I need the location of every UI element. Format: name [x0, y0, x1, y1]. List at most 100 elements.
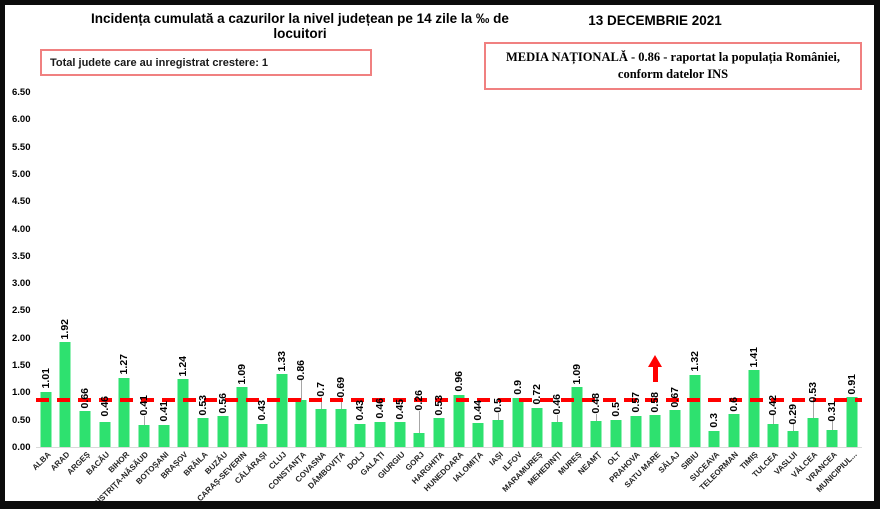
bar-value-label: 0.5	[609, 402, 622, 417]
bar-value-label: 0.46	[550, 394, 563, 415]
national-average-box: MEDIA NAȚIONALĂ - 0.86 - raportat la pop…	[484, 42, 862, 90]
bar	[590, 420, 602, 447]
bar-value-label: 0.53	[806, 381, 819, 403]
bar	[728, 414, 740, 447]
growth-total-box: Total judete care au inregistrat crester…	[40, 49, 372, 76]
bar-group: 0.46 GALAȚI	[359, 93, 390, 477]
bar-value-label: 0.41	[137, 395, 150, 416]
bar-value-label: 0.44	[472, 399, 485, 420]
bar-value-label: 0.69	[334, 376, 347, 398]
bar-value-label: 0.56	[216, 392, 229, 414]
y-tick-label: 4.50	[12, 196, 31, 208]
bar-value-label: 0.86	[295, 359, 308, 381]
bar-value-label: 1.09	[236, 364, 249, 385]
y-tick-label: 6.00	[12, 114, 31, 126]
bar	[335, 409, 347, 447]
bar-value-label: 0.3	[708, 413, 721, 428]
bar	[630, 415, 642, 447]
bar-group: 0.43 CĂLĂRAȘI	[233, 93, 272, 486]
bar	[118, 377, 130, 447]
y-tick-label: 3.50	[12, 250, 31, 262]
bar-value-label: 1.92	[59, 318, 72, 340]
bar-group: 0.42 TULCEA	[751, 93, 784, 480]
bar	[649, 415, 661, 447]
bar	[787, 431, 799, 447]
y-tick-label: 2.50	[12, 305, 31, 317]
bar	[413, 432, 425, 447]
y-tick-label: 0.00	[12, 442, 31, 453]
bar-group: 0.67 SĂLAJ	[657, 93, 685, 475]
bar	[669, 410, 681, 447]
bar-group: 0.29 VASLUI	[773, 93, 803, 477]
bar	[394, 422, 406, 447]
bar	[374, 421, 386, 447]
bar	[354, 423, 366, 447]
label-leader-line	[832, 421, 834, 431]
bar-value-label: 0.42	[767, 394, 780, 416]
y-tick-label: 4.00	[12, 223, 31, 235]
increase-arrow-icon	[648, 355, 663, 383]
bar-group: 0.66 ARGEȘ	[65, 93, 95, 477]
bar-value-label: 0.43	[255, 400, 268, 421]
growth-total-text: Total judete care au inregistrat crester…	[50, 56, 269, 69]
bar-group: 0.41 BISTRIȚA-NĂSĂUD	[92, 93, 154, 501]
bar	[689, 374, 701, 447]
plot-area: 1.01 ALBA 1.92 ARAD 0.66 ARGEȘ 0.46 BACĂU 1.27 BI…	[30, 93, 862, 501]
bar	[276, 374, 288, 447]
bar-group: 0.72 MARAMUREȘ	[500, 93, 548, 494]
bar-value-label: 0.48	[590, 393, 603, 414]
y-tick-label: 1.50	[12, 360, 31, 372]
arrow-shaft	[652, 367, 658, 383]
bar-group: 1.09 CARAȘ-SEVERIN	[196, 93, 253, 501]
bar-group: 1.32 SIBIU	[680, 93, 705, 471]
y-tick-label: 0.50	[12, 414, 31, 426]
bar	[512, 397, 524, 447]
bar-group: 0.53 BRĂILA	[182, 93, 213, 478]
bar-group: 0.41 BOTOȘANI	[134, 93, 174, 486]
label-leader-line	[793, 424, 795, 432]
bar	[551, 421, 563, 447]
bar-value-label: 0.45	[393, 399, 406, 420]
national-average-line2: conform datelor INS	[617, 67, 729, 81]
bar	[492, 419, 504, 447]
arrow-head	[648, 355, 663, 368]
y-tick-label: 1.00	[12, 387, 31, 399]
bar-value-label: 0.46	[98, 396, 111, 417]
bar	[177, 379, 189, 447]
bar	[256, 423, 268, 447]
bar-group: 0.69 DÂMBOVIȚA	[307, 93, 351, 491]
bar-group: 0.7 COVASNA	[293, 93, 331, 484]
label-leader-line	[321, 396, 323, 409]
bar-value-label: 0.29	[786, 403, 799, 425]
bar-group: 0.96 HUNEDOARA	[422, 93, 469, 493]
bar	[433, 418, 445, 447]
bar-value-label: 1.41	[747, 346, 760, 367]
bar-value-label: 0.96	[452, 371, 465, 392]
bar-value-label: 0.91	[845, 373, 858, 395]
label-leader-line	[419, 410, 421, 433]
bar	[236, 387, 248, 447]
bar-group: 0.53 HARGHITA	[410, 93, 449, 486]
bar-group: 0.57 PRAHOVA	[608, 93, 646, 484]
bar-group: 0.53 VÂLCEA	[790, 93, 823, 480]
bar	[846, 397, 858, 447]
bar-value-label: 0.43	[354, 400, 367, 421]
bar-value-label: 0.46	[373, 398, 386, 419]
bar-value-label: 0.7	[314, 382, 327, 397]
bar-value-label: 0.26	[413, 390, 426, 411]
bar-group: 0.56 BUZĂU	[203, 93, 233, 476]
bar	[610, 419, 622, 447]
bar-value-label: 0.31	[826, 400, 839, 422]
bar-value-label: 0.58	[649, 391, 662, 413]
bar-group: 0.91 MUNICIPIUL...	[814, 93, 862, 494]
bar	[138, 424, 150, 447]
bar-group: 0.26 GORJ	[403, 93, 430, 472]
bar	[79, 410, 91, 447]
bar	[315, 408, 327, 447]
bar	[571, 387, 583, 447]
bar-value-label: 0.72	[531, 384, 544, 405]
bar-value-label: 1.33	[275, 350, 288, 372]
bar-value-label: 0.53	[196, 394, 209, 416]
bar	[197, 418, 209, 447]
